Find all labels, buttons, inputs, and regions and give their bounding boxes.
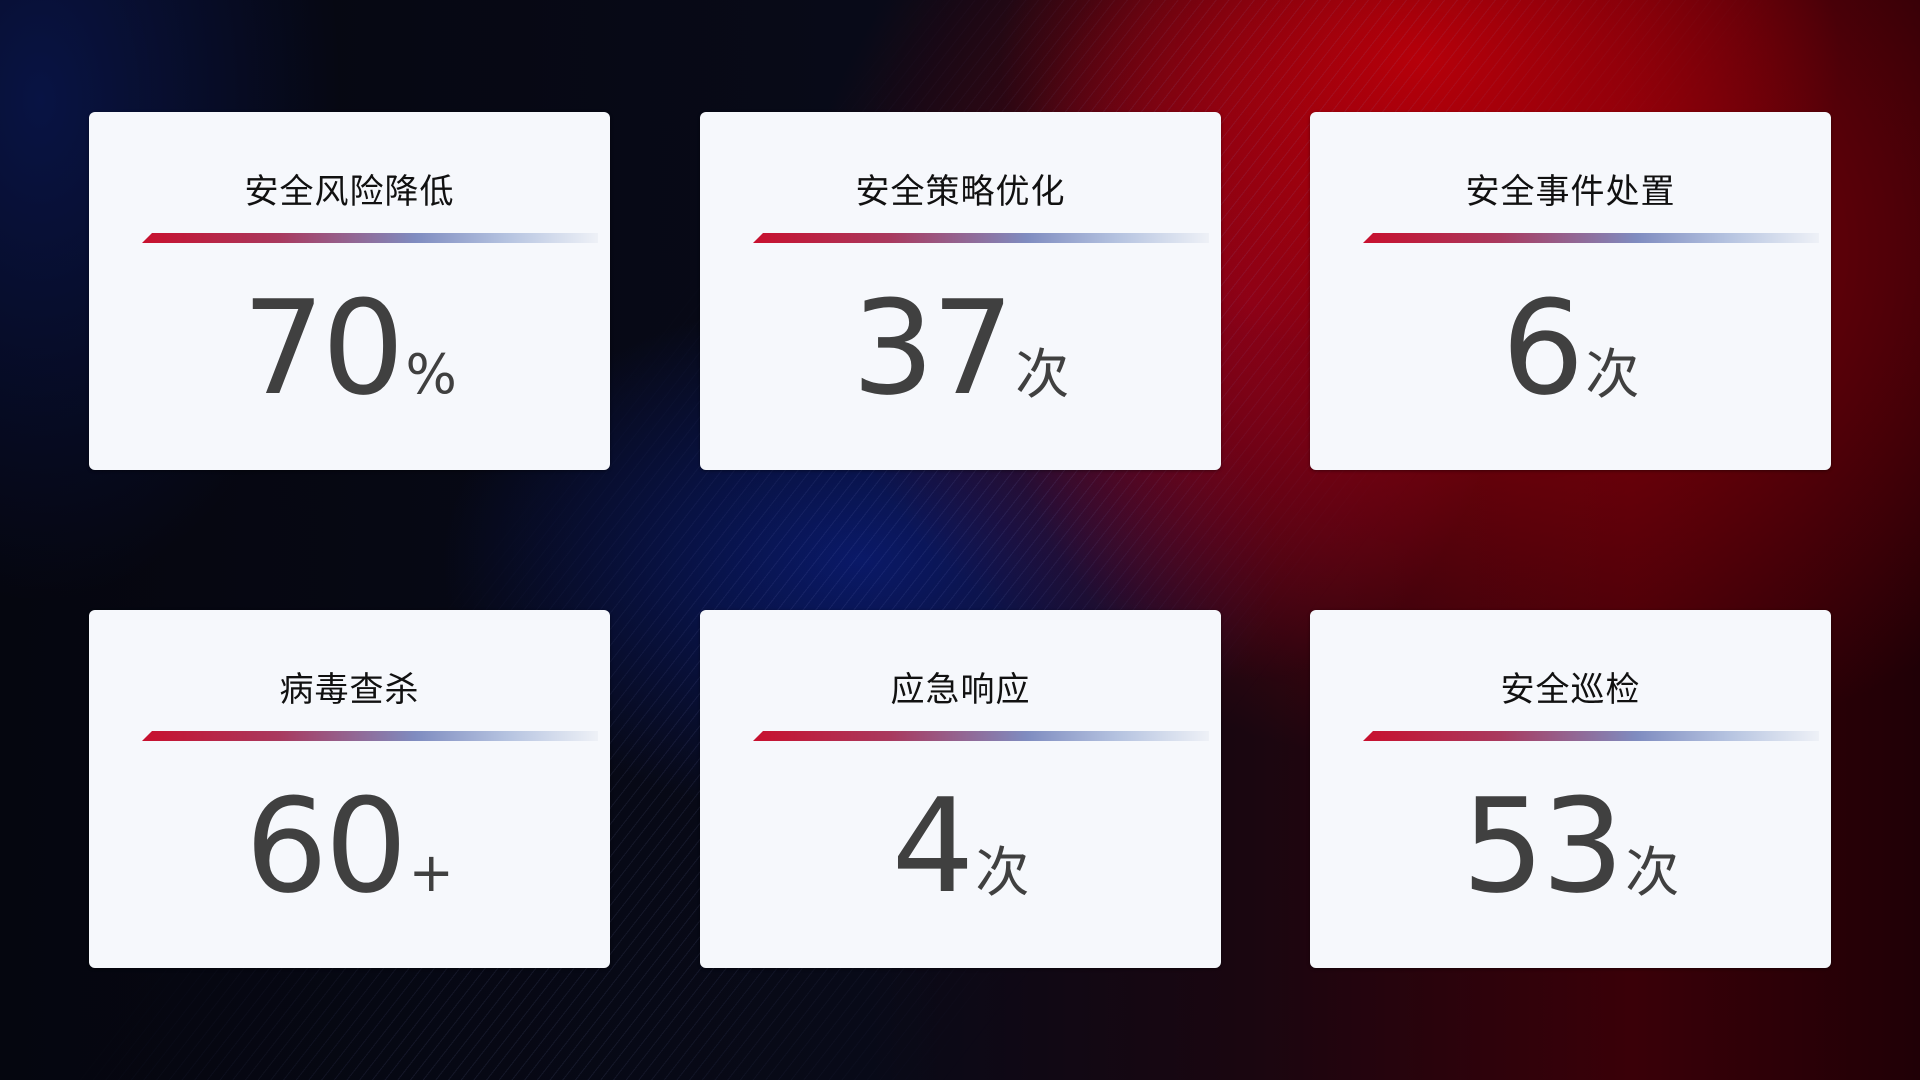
card-value: 6次 <box>1310 272 1831 424</box>
value-unit: 次 <box>1015 343 1070 406</box>
stat-card-security-inspection: 安全巡检 53次 <box>1310 610 1831 968</box>
gradient-divider <box>753 233 1209 243</box>
stat-card-policy-optimization: 安全策略优化 37次 <box>700 112 1221 470</box>
card-title: 安全巡检 <box>1500 670 1641 710</box>
stat-card-incident-handling: 安全事件处置 6次 <box>1310 112 1831 470</box>
value-number: 4 <box>891 770 975 922</box>
value-unit: 次 <box>975 841 1030 904</box>
stat-card-emergency-response: 应急响应 4次 <box>700 610 1221 968</box>
gradient-divider <box>1363 233 1819 243</box>
gradient-divider <box>142 233 598 243</box>
value-number: 60 <box>245 770 407 922</box>
card-value: 60+ <box>89 770 610 922</box>
card-title: 病毒查杀 <box>279 670 420 710</box>
card-value: 37次 <box>700 272 1221 424</box>
card-value: 70% <box>89 272 610 424</box>
card-title: 安全事件处置 <box>1465 172 1676 212</box>
value-number: 6 <box>1501 272 1585 424</box>
value-number: 53 <box>1461 770 1624 922</box>
card-title: 安全风险降低 <box>244 172 455 212</box>
card-value: 4次 <box>700 770 1221 922</box>
stat-card-risk-reduction: 安全风险降低 70% <box>89 112 610 470</box>
card-title: 安全策略优化 <box>855 172 1066 212</box>
value-unit: % <box>405 343 457 406</box>
value-unit: + <box>408 841 454 904</box>
gradient-divider <box>142 731 598 741</box>
value-unit: 次 <box>1625 841 1680 904</box>
stat-card-virus-removal: 病毒查杀 60+ <box>89 610 610 968</box>
value-unit: 次 <box>1585 343 1640 406</box>
gradient-divider <box>1363 731 1819 741</box>
value-number: 70 <box>242 272 404 424</box>
value-number: 37 <box>851 272 1014 424</box>
gradient-divider <box>753 731 1209 741</box>
card-value: 53次 <box>1310 770 1831 922</box>
card-title: 应急响应 <box>890 670 1031 710</box>
